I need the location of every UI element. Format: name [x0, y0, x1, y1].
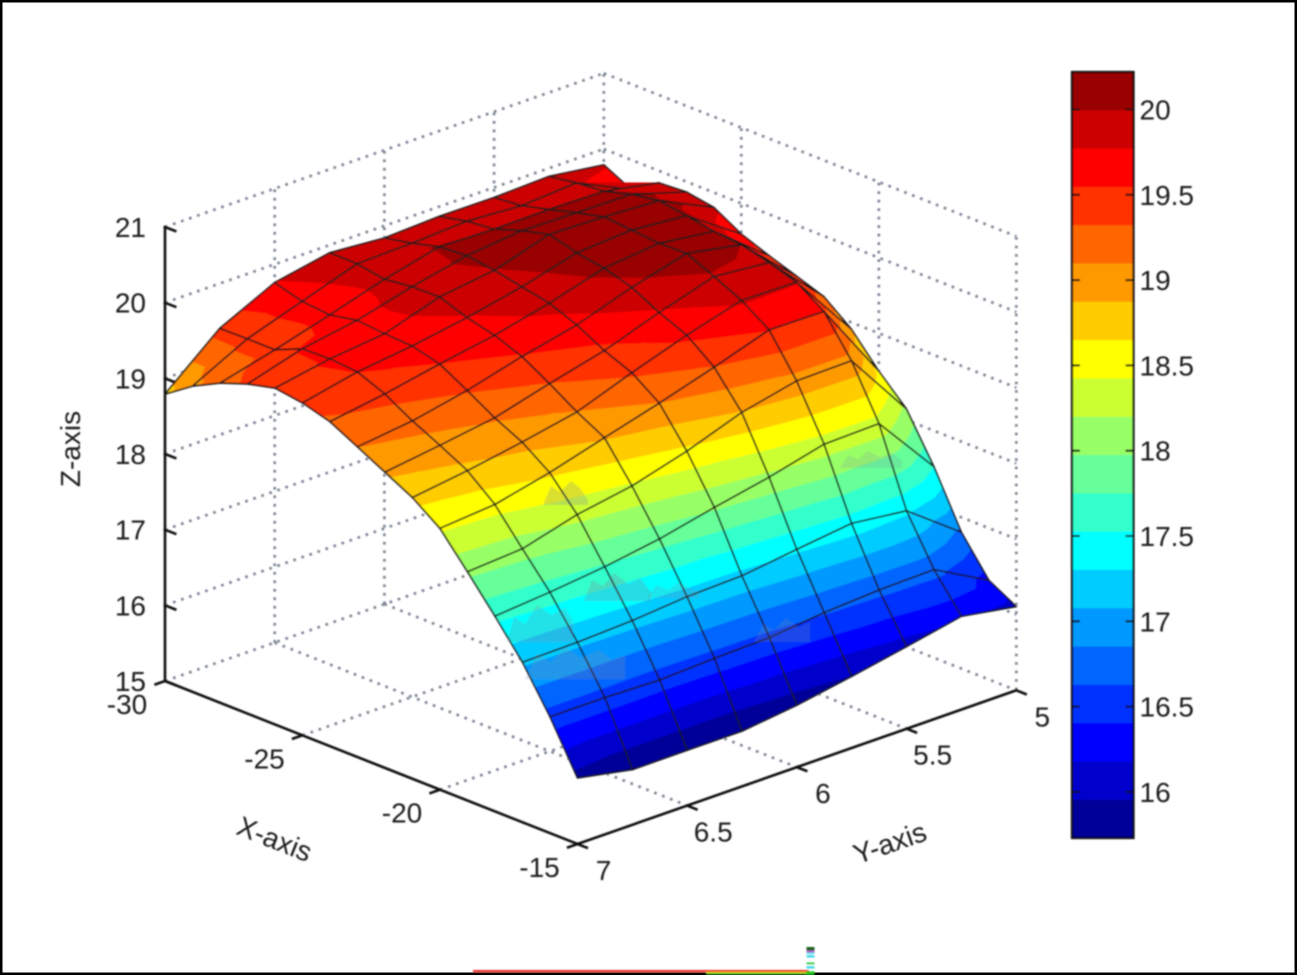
svg-text:20: 20 — [1140, 95, 1171, 126]
svg-text:18: 18 — [1140, 436, 1171, 467]
svg-text:20: 20 — [115, 288, 146, 319]
svg-text:17: 17 — [115, 515, 146, 546]
svg-text:19.5: 19.5 — [1140, 180, 1195, 211]
svg-text:Z-axis: Z-axis — [55, 411, 86, 487]
svg-text:7: 7 — [596, 855, 612, 886]
svg-text:6: 6 — [815, 778, 831, 809]
svg-text:16: 16 — [115, 590, 146, 621]
svg-text:18: 18 — [115, 439, 146, 470]
svg-text:16: 16 — [1140, 777, 1171, 808]
svg-text:15: 15 — [115, 666, 146, 697]
svg-text:-25: -25 — [244, 743, 284, 774]
svg-text:-20: -20 — [382, 798, 422, 829]
svg-text:-30: -30 — [107, 689, 147, 720]
svg-text:6.5: 6.5 — [694, 817, 733, 848]
svg-text:19: 19 — [115, 363, 146, 394]
svg-text:-15: -15 — [519, 852, 559, 883]
svg-text:17.5: 17.5 — [1140, 521, 1195, 552]
svg-text:16.5: 16.5 — [1140, 692, 1195, 723]
svg-text:17: 17 — [1140, 606, 1171, 637]
svg-text:21: 21 — [115, 212, 146, 243]
svg-text:19: 19 — [1140, 265, 1171, 296]
svg-text:5: 5 — [1035, 701, 1051, 732]
svg-text:18.5: 18.5 — [1140, 350, 1195, 381]
svg-text:5.5: 5.5 — [913, 740, 952, 771]
